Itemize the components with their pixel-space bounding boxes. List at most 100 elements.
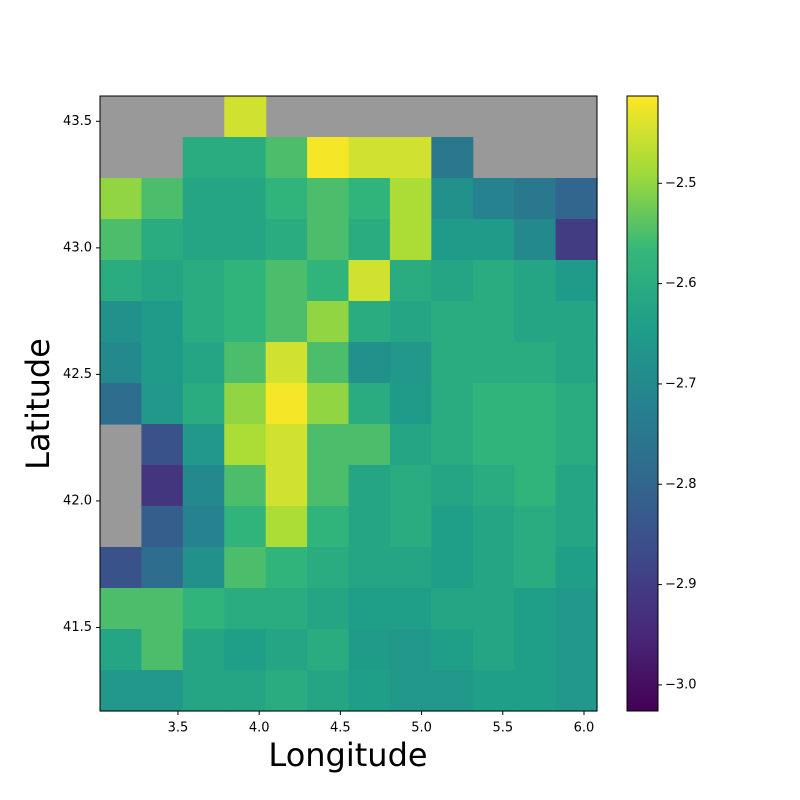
heatmap-cell — [514, 588, 557, 630]
heatmap-cell — [389, 629, 432, 671]
heatmap-cell — [389, 670, 432, 712]
heatmap-cell — [348, 137, 391, 179]
colorbar-tick-label: −2.9 — [665, 577, 697, 592]
heatmap-cell — [141, 383, 184, 425]
heatmap-cell — [389, 178, 432, 220]
heatmap-cell — [555, 465, 598, 507]
heatmap-cell — [224, 424, 267, 466]
heatmap-cell — [100, 670, 143, 712]
heatmap-cell — [348, 670, 391, 712]
heatmap-cell — [472, 342, 515, 384]
x-tick-label: 5.0 — [411, 721, 432, 736]
heatmap-cell — [141, 178, 184, 220]
heatmap-cell — [348, 588, 391, 630]
heatmap-cell — [265, 424, 308, 466]
heatmap-cell — [389, 260, 432, 302]
heatmap-cell — [555, 424, 598, 466]
heatmap-cell — [555, 588, 598, 630]
heatmap-cell — [141, 219, 184, 261]
heatmap-cell — [431, 178, 474, 220]
x-tick-label: 3.5 — [168, 721, 189, 736]
heatmap-cell — [224, 96, 267, 138]
heatmap-cell — [555, 342, 598, 384]
heatmap-cell — [182, 178, 225, 220]
heatmap-cell — [182, 137, 225, 179]
heatmap-cell — [431, 465, 474, 507]
heatmap-cell — [182, 219, 225, 261]
heatmap-cell — [514, 383, 557, 425]
heatmap-cell — [348, 301, 391, 343]
heatmap-cell — [307, 301, 350, 343]
heatmap-cell — [514, 342, 557, 384]
heatmap-cell — [472, 219, 515, 261]
heatmap-cell — [100, 178, 143, 220]
heatmap-cell — [224, 260, 267, 302]
heatmap-cell — [514, 670, 557, 712]
heatmap-cell — [265, 547, 308, 589]
heatmap-cell — [472, 629, 515, 671]
heatmap-cell — [307, 629, 350, 671]
heatmap-cell — [265, 629, 308, 671]
heatmap-cell — [141, 547, 184, 589]
y-tick-label: 41.5 — [63, 620, 92, 635]
heatmap-cell — [472, 588, 515, 630]
y-tick-label: 42.5 — [63, 367, 92, 382]
heatmap-cell — [141, 670, 184, 712]
heatmap-cell — [431, 383, 474, 425]
heatmap-cell — [182, 301, 225, 343]
heatmap-cell — [472, 383, 515, 425]
heatmap-cell — [265, 588, 308, 630]
heatmap-cell — [555, 629, 598, 671]
heatmap-cell — [224, 219, 267, 261]
heatmap-cell — [307, 588, 350, 630]
heatmap-cell — [472, 465, 515, 507]
heatmap-cell — [307, 547, 350, 589]
heatmap-cell — [100, 260, 143, 302]
heatmap-cell — [182, 547, 225, 589]
heatmap-cell — [431, 670, 474, 712]
heatmap-cell — [431, 301, 474, 343]
heatmap-cell — [348, 424, 391, 466]
heatmap-cell — [100, 547, 143, 589]
heatmap-cell — [307, 219, 350, 261]
heatmap-cell — [555, 383, 598, 425]
y-tick-label: 43.0 — [63, 240, 92, 255]
heatmap-cell — [265, 342, 308, 384]
heatmap-cell — [265, 219, 308, 261]
heatmap-cell — [431, 588, 474, 630]
heatmap-cell — [555, 301, 598, 343]
heatmap-cell — [514, 178, 557, 220]
heatmap-cell — [431, 219, 474, 261]
heatmap-cell — [389, 137, 432, 179]
heatmap-cell — [100, 588, 143, 630]
heatmap-cell — [389, 588, 432, 630]
y-tick-label: 43.5 — [63, 114, 92, 129]
heatmap-cell — [389, 506, 432, 548]
heatmap-cell — [307, 670, 350, 712]
heatmap-cell — [265, 506, 308, 548]
heatmap-cell — [182, 342, 225, 384]
heatmap-cell — [224, 137, 267, 179]
heatmap-cell — [472, 260, 515, 302]
heatmap-cell — [265, 301, 308, 343]
heatmap-cell — [348, 629, 391, 671]
heatmap-cell — [514, 465, 557, 507]
colorbar-tick-label: −2.8 — [665, 477, 697, 492]
y-tick-label: 42.0 — [63, 493, 92, 508]
heatmap-cell — [141, 301, 184, 343]
heatmap-cell — [224, 301, 267, 343]
heatmap-cell — [348, 219, 391, 261]
heatmap-cell — [307, 137, 350, 179]
heatmap-cell — [265, 383, 308, 425]
heatmap-cell — [348, 465, 391, 507]
heatmap-cell — [472, 178, 515, 220]
heatmap-cell — [431, 506, 474, 548]
heatmap-cell — [555, 506, 598, 548]
heatmap-cell — [100, 219, 143, 261]
heatmap-cell — [348, 383, 391, 425]
heatmap-cell — [141, 506, 184, 548]
heatmap-cell — [431, 342, 474, 384]
heatmap — [100, 96, 598, 712]
heatmap-cell — [141, 629, 184, 671]
heatmap-cell — [307, 383, 350, 425]
